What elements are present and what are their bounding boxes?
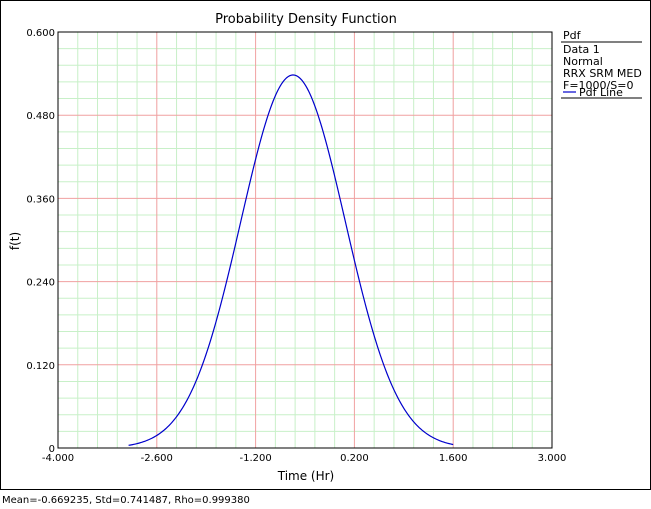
x-tick-label: 3.000 bbox=[538, 453, 567, 464]
major-grid bbox=[57, 31, 553, 449]
x-tick-label: -4.000 bbox=[42, 453, 74, 464]
chart-frame: Probability Density Function -4.000 -2.60… bbox=[0, 0, 651, 490]
x-tick-label: -2.600 bbox=[141, 453, 173, 464]
y-tick-label: 0.240 bbox=[26, 278, 55, 289]
legend: Pdf Data 1 Normal RRX SRM MED F=1000/S=0… bbox=[561, 29, 642, 99]
y-tick-label: 0 bbox=[49, 444, 55, 455]
legend-line-4: F=1000/S=0 bbox=[563, 79, 633, 92]
y-tick-label: 0.360 bbox=[26, 194, 55, 205]
y-tick-label: 0.480 bbox=[26, 111, 55, 122]
plot-area bbox=[57, 31, 553, 449]
x-axis-label: Time (Hr) bbox=[277, 469, 335, 483]
y-axis-ticks: 0 0.120 0.240 0.360 0.480 0.600 bbox=[26, 28, 55, 455]
chart-title: Probability Density Function bbox=[215, 12, 397, 27]
y-tick-label: 0.120 bbox=[26, 361, 55, 372]
y-tick-label: 0.600 bbox=[26, 28, 55, 39]
status-text: Mean=-0.669235, Std=0.741487, Rho=0.9993… bbox=[2, 495, 250, 505]
pdf-chart: Probability Density Function -4.000 -2.60… bbox=[8, 12, 642, 483]
x-tick-label: 1.600 bbox=[439, 453, 468, 464]
legend-line-3: RRX SRM MED bbox=[563, 67, 642, 80]
legend-title: Pdf bbox=[563, 29, 582, 42]
legend-line-2: Normal bbox=[563, 55, 603, 68]
x-axis-ticks: -4.000 -2.600 -1.200 0.200 1.600 3.000 bbox=[42, 453, 566, 464]
minor-grid bbox=[58, 32, 552, 448]
legend-entry-pdf-line: Pdf Line bbox=[579, 86, 623, 99]
x-tick-label: -1.200 bbox=[239, 453, 271, 464]
pdf-line bbox=[128, 74, 454, 446]
y-axis-label: f(t) bbox=[8, 232, 22, 250]
status-bar: Mean=-0.669235, Std=0.741487, Rho=0.9993… bbox=[0, 490, 649, 506]
legend-line-1: Data 1 bbox=[563, 43, 600, 56]
x-tick-label: 0.200 bbox=[340, 453, 369, 464]
